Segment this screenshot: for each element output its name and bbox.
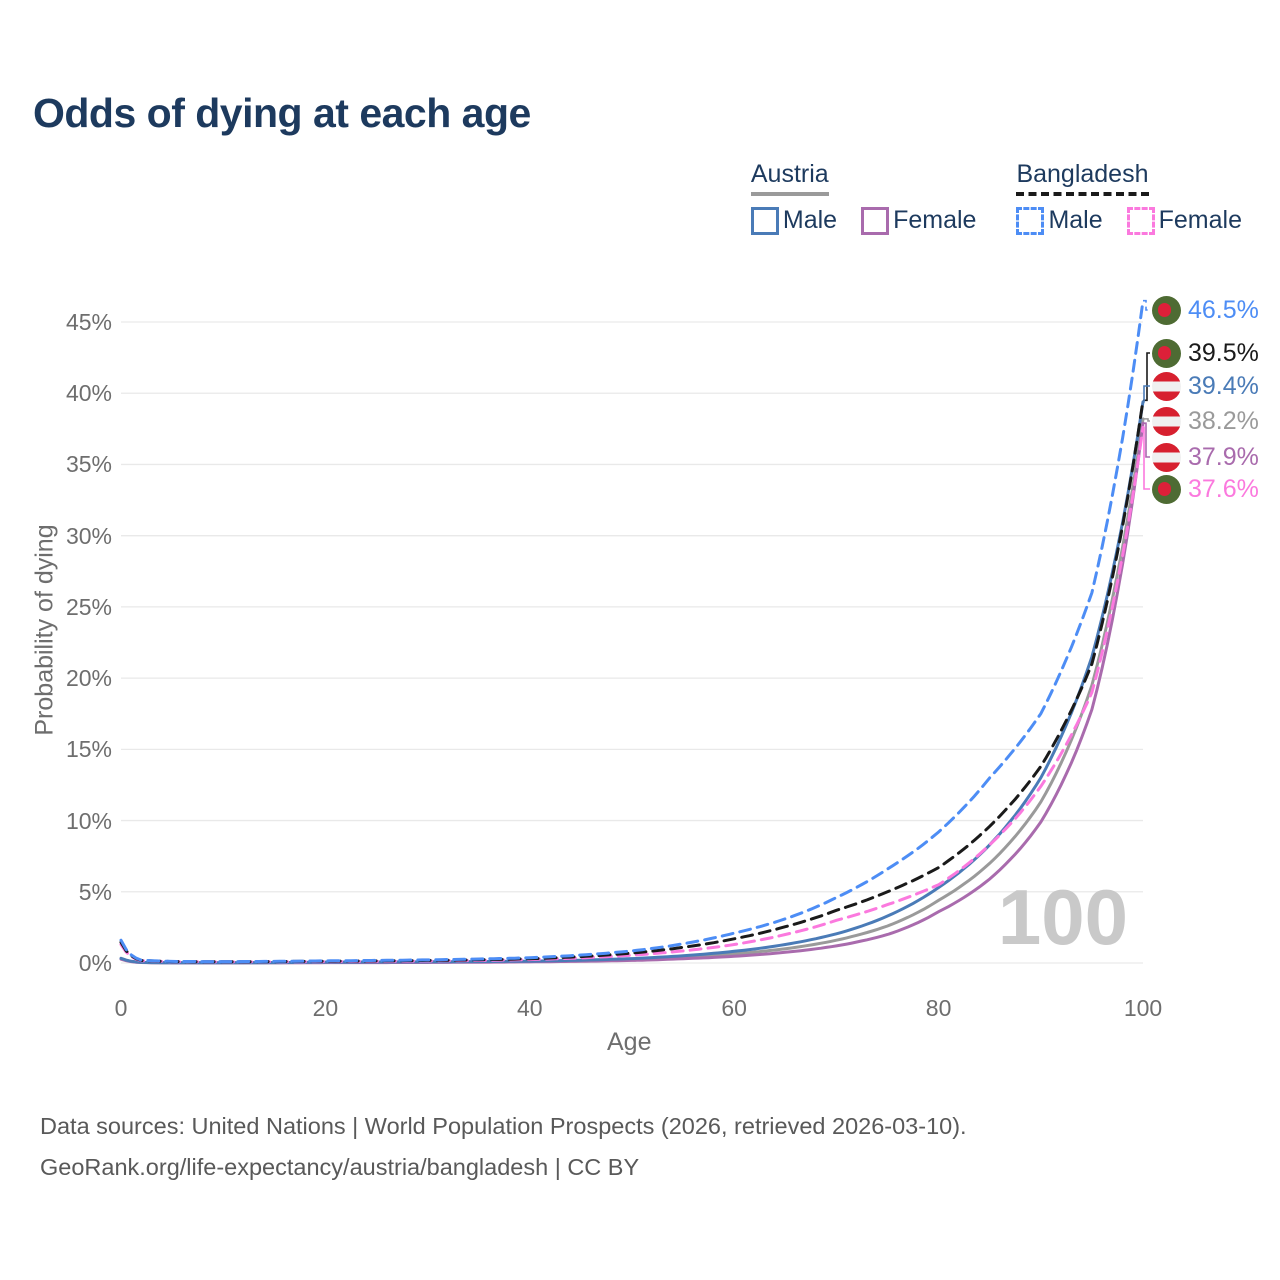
legend-item-bangladesh-male[interactable]: Male [1016,206,1103,235]
austria-flag-icon [1152,371,1181,401]
legend-item-label: Male [1048,206,1103,234]
x-axis-title: Age [607,1028,652,1056]
legend-swatch-icon [861,206,890,235]
y-tick-label: 10% [65,807,112,834]
y-tick-label: 15% [65,736,112,763]
end-label-row-austria-both: 38.2% [1152,406,1259,436]
legend-item-label: Female [1158,206,1242,234]
bangladesh-flag-icon [1152,338,1181,368]
legend-item-bangladesh-female[interactable]: Female [1126,206,1242,235]
end-label-connector [1143,426,1150,490]
y-tick-label: 5% [78,878,112,905]
y-tick-label: 30% [65,522,112,549]
end-label-connector [1143,418,1150,422]
end-label-connector [1143,299,1150,311]
end-label-row-bangladesh-both: 39.5% [1152,338,1259,368]
end-value-label: 39.5% [1188,338,1259,367]
end-label-row-bangladesh-female: 37.6% [1152,474,1259,504]
bangladesh-flag-icon [1152,474,1181,504]
austria-flag-icon [1152,442,1181,472]
bangladesh-flag-icon [1152,295,1181,325]
legend-item-label: Male [782,206,838,234]
y-tick-label: 20% [65,665,112,692]
legend-swatch-icon [1016,206,1045,235]
y-tick-label: 45% [65,309,112,336]
chart-title: Odds of dying at each age [33,90,531,136]
end-value-label: 46.5% [1188,295,1259,324]
x-tick-label: 40 [517,995,543,1021]
x-tick-label: 0 [114,995,128,1021]
data-source-line: Data sources: United Nations | World Pop… [40,1113,967,1139]
x-tick-label: 20 [312,995,339,1021]
attribution-line: GeoRank.org/life-expectancy/austria/bang… [40,1154,640,1180]
end-value-label: 39.4% [1188,371,1259,400]
y-axis-title: Probability of dying [30,524,59,736]
flag-dot [1158,482,1172,496]
legend-swatch-icon [750,206,779,235]
series-line-austria-male [119,400,1145,965]
x-tick-label: 80 [925,995,952,1021]
legend-group-bangladesh: Bangladesh Male Female [1016,160,1242,235]
end-label-row-austria-female: 37.9% [1152,442,1259,472]
legend-item-austria-male[interactable]: Male [750,206,838,235]
y-tick-label: 35% [65,451,112,478]
series-line-bangladesh-female [119,425,1145,964]
legend: Austria Male Female Bangladesh Male Female [750,160,1242,235]
y-tick-label: 0% [78,950,112,976]
end-label-connector [1143,385,1150,403]
series-line-bangladesh-male [119,299,1145,964]
x-tick-label: 60 [721,995,747,1021]
end-label-connector [1143,352,1150,402]
legend-item-austria-female[interactable]: Female [861,206,976,235]
y-tick-label: 40% [65,380,112,407]
end-label-row-austria-male: 39.4% [1152,371,1259,401]
end-label-row-bangladesh-male: 46.5% [1152,295,1259,325]
footer: Data sources: United Nations | World Pop… [40,1106,967,1188]
age-counter-watermark: 100 [997,873,1128,961]
series-line-austria-both [119,417,1145,965]
series-line-austria-female [119,421,1145,965]
x-tick-label: 100 [1123,995,1163,1021]
austria-flag-icon [1152,406,1181,436]
legend-item-label: Female [893,206,977,234]
y-tick-label: 25% [65,593,112,620]
flag-dot [1158,303,1172,317]
series-line-bangladesh-both [119,398,1145,964]
flag-dot [1158,346,1172,360]
legend-group-austria: Austria Male Female [750,160,976,235]
end-value-label: 37.9% [1188,442,1259,471]
end-value-label: 38.2% [1188,406,1259,435]
end-label-connector [1143,422,1150,458]
legend-swatch-icon [1126,206,1155,235]
legend-country-austria[interactable]: Austria [750,160,829,196]
end-value-label: 37.6% [1188,474,1259,503]
legend-country-bangladesh[interactable]: Bangladesh [1016,160,1149,196]
